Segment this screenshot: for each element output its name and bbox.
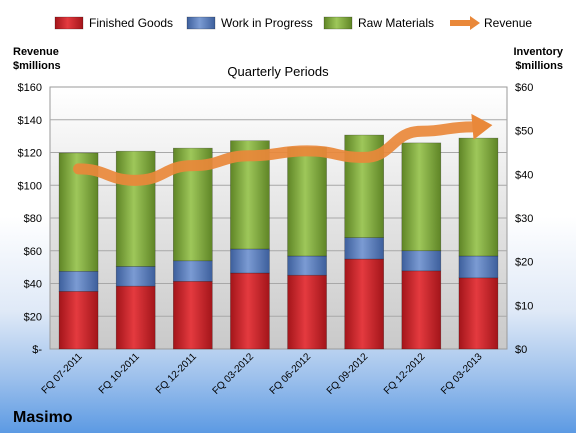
- bar-finished-goods: [115, 285, 156, 350]
- bar-work-in-progress: [115, 266, 156, 287]
- right-tick-label: $10: [515, 300, 533, 312]
- left-tick-label: $100: [18, 180, 42, 192]
- left-tick-label: $80: [24, 213, 42, 225]
- bar-finished-goods: [401, 270, 442, 350]
- revenue-line: [73, 113, 493, 186]
- left-tick-label: $140: [18, 115, 42, 127]
- left-tick-label: $40: [24, 279, 42, 291]
- left-tick-label: $-: [32, 344, 42, 356]
- left-axis-ticks: $- $20 $40 $60 $80 $100 $120 $140 $160: [18, 82, 43, 356]
- bar-work-in-progress: [458, 255, 499, 279]
- legend-label-raw-materials: Raw Materials: [358, 16, 434, 30]
- bar-work-in-progress: [401, 250, 442, 272]
- legend: Finished Goods Work in Progress Raw Materi…: [54, 16, 532, 30]
- right-tick-label: $0: [515, 344, 527, 356]
- legend-label-revenue: Revenue: [484, 16, 532, 30]
- bar-raw-materials: [287, 146, 327, 257]
- right-axis-label-line1: Inventory: [513, 46, 563, 58]
- legend-label-work-in-progress: Work in Progress: [221, 16, 313, 30]
- bar-finished-goods: [287, 274, 327, 350]
- legend-swatch-arrow: [470, 16, 480, 30]
- left-tick-label: $20: [24, 311, 42, 323]
- chart-title: Quarterly Periods: [227, 64, 329, 79]
- left-axis-label-line2: $millions: [13, 60, 61, 72]
- revenue-arrowhead: [471, 113, 493, 140]
- bar-work-in-progress: [230, 248, 270, 274]
- left-tick-label: $160: [18, 82, 42, 94]
- left-tick-label: $60: [24, 246, 42, 258]
- bar-raw-materials: [115, 150, 156, 267]
- bar-finished-goods: [58, 291, 99, 350]
- bar-work-in-progress: [344, 237, 384, 260]
- legend-swatch-finished-goods: [54, 16, 84, 30]
- revenue-line-path: [73, 121, 478, 186]
- company-name: Masimo: [13, 409, 73, 426]
- bar-finished-goods: [344, 258, 384, 350]
- bar-finished-goods: [173, 281, 213, 350]
- bar-work-in-progress: [287, 255, 327, 276]
- right-tick-label: $60: [515, 82, 533, 94]
- legend-swatch-work-in-progress: [186, 16, 216, 30]
- right-axis-label-line2: $millions: [515, 60, 563, 72]
- bar-raw-materials: [458, 137, 499, 257]
- right-tick-label: $30: [515, 213, 533, 225]
- left-tick-label: $120: [18, 148, 42, 160]
- left-axis-label-line1: Revenue: [13, 46, 59, 58]
- right-axis-ticks: $0 $10 $20 $30 $40 $50 $60: [515, 82, 533, 356]
- bar-work-in-progress: [173, 260, 213, 282]
- legend-swatch-raw-materials: [323, 16, 353, 30]
- bar-raw-materials: [401, 142, 442, 252]
- legend-label-finished-goods: Finished Goods: [89, 16, 173, 30]
- right-tick-label: $20: [515, 257, 533, 269]
- right-tick-label: $50: [515, 126, 533, 138]
- bar-finished-goods: [230, 272, 270, 350]
- right-tick-label: $40: [515, 169, 533, 181]
- bar-work-in-progress: [58, 270, 99, 292]
- bar-finished-goods: [458, 277, 499, 350]
